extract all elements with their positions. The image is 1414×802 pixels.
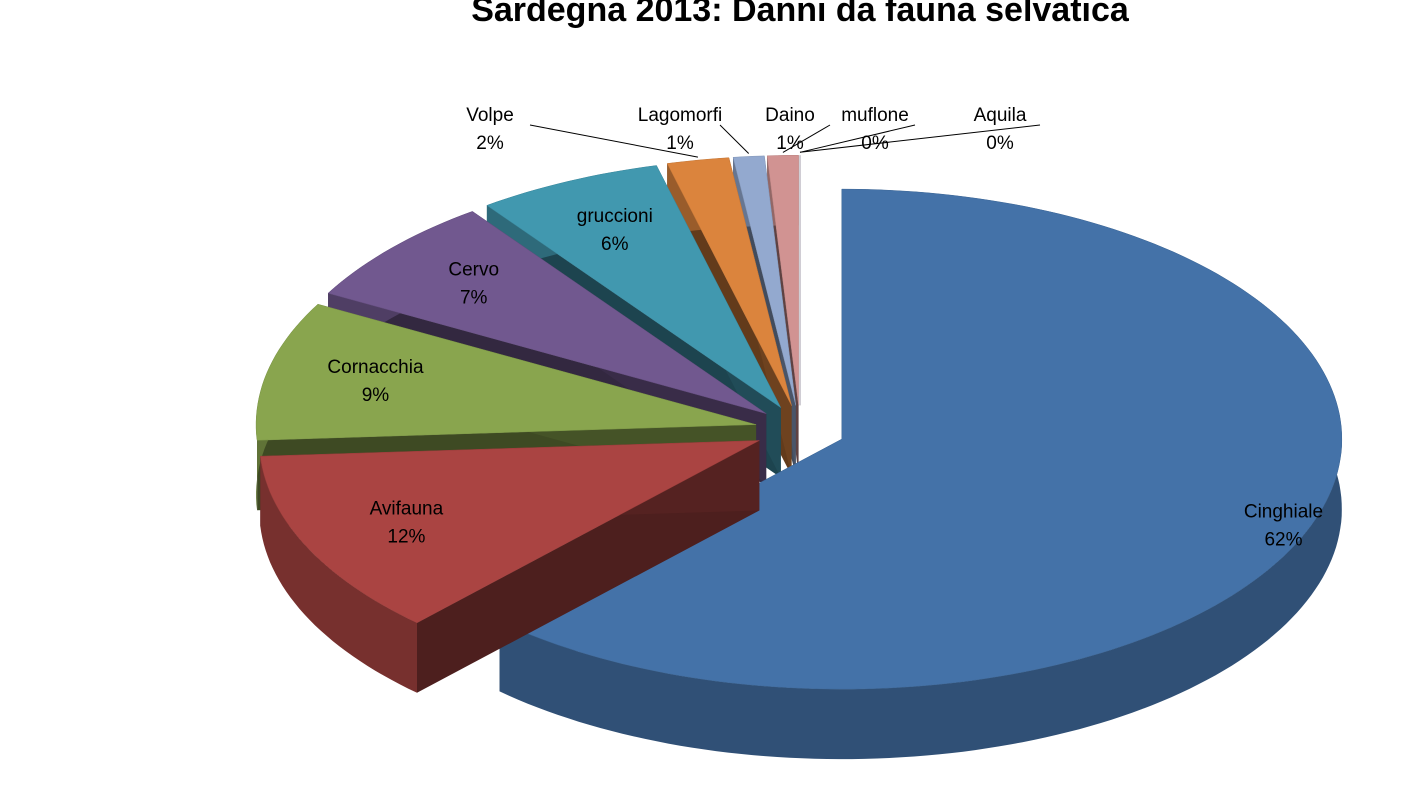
slice-value-label: 1% xyxy=(666,133,694,154)
slice xyxy=(499,188,1343,690)
slice-label: Cervo xyxy=(448,260,499,281)
slice-label: Volpe xyxy=(466,105,514,126)
slice-value-label: 0% xyxy=(986,133,1014,154)
slice xyxy=(260,440,760,624)
slice-value-label: 62% xyxy=(1264,530,1302,551)
leader-line xyxy=(719,124,750,154)
slice xyxy=(327,211,767,414)
slice-label: Aquila xyxy=(974,105,1027,126)
slice xyxy=(766,155,799,406)
leader-line xyxy=(529,124,698,158)
leader-line xyxy=(799,124,1041,153)
slice-label: gruccioni xyxy=(577,206,653,227)
slice xyxy=(732,155,797,406)
slice-value-label: 9% xyxy=(362,385,390,406)
slice-label: Avifauna xyxy=(370,499,444,520)
slice xyxy=(255,303,757,441)
chart-title: Sardegna 2013: Danni da fauna selvatica xyxy=(471,0,1130,29)
slice-side xyxy=(260,456,417,693)
slice-value-label: 2% xyxy=(476,133,504,154)
slice-side xyxy=(499,189,1342,760)
slice-label: Cornacchia xyxy=(327,357,424,378)
slice-value-label: 1% xyxy=(776,133,804,154)
slice-label: Cinghiale xyxy=(1244,502,1323,523)
slice xyxy=(486,165,782,408)
slice-label: Lagomorfi xyxy=(638,105,723,126)
leader-line xyxy=(782,124,831,153)
slice-value-label: 6% xyxy=(601,234,629,255)
slice-value-label: 7% xyxy=(460,288,488,309)
slice-label: Daino xyxy=(765,105,815,126)
slice-label: muflone xyxy=(841,105,909,126)
slice-value-label: 12% xyxy=(387,527,425,548)
leader-line xyxy=(799,124,916,153)
slice xyxy=(666,157,792,406)
